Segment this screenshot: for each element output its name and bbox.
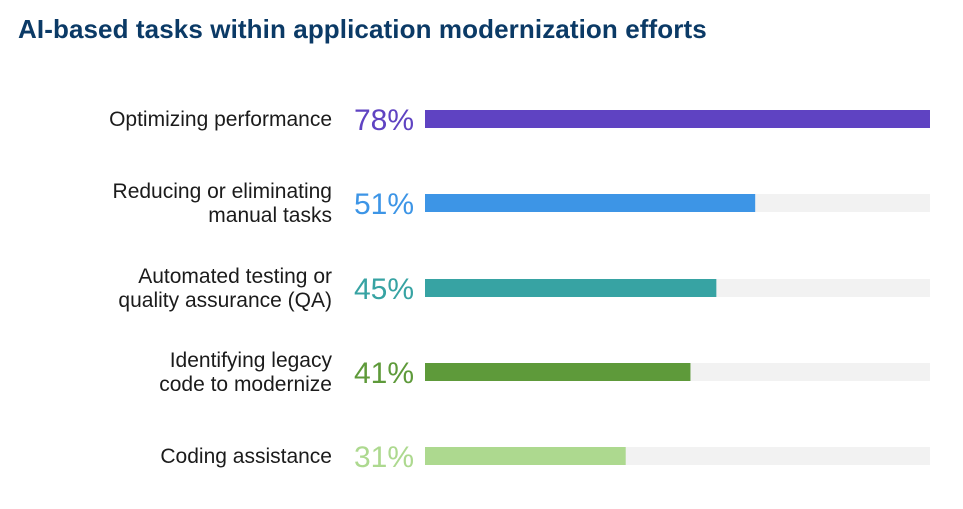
category-label: Reducing or eliminating manual tasks — [113, 180, 332, 227]
bar — [425, 447, 626, 465]
chart-title: AI-based tasks within application modern… — [18, 14, 707, 44]
category-label: Optimizing performance — [109, 108, 332, 131]
bar — [425, 279, 717, 297]
category-label: Automated testing or quality assurance (Q… — [118, 265, 332, 312]
bar — [425, 110, 930, 128]
value-label: 51% — [354, 188, 414, 221]
value-label: 45% — [354, 273, 414, 306]
bar — [425, 194, 756, 212]
category-label: Identifying legacy code to modernize — [159, 349, 332, 396]
value-label: 41% — [354, 357, 414, 390]
value-label: 78% — [354, 104, 414, 137]
category-label: Coding assistance — [160, 445, 332, 468]
bar — [425, 363, 691, 381]
value-label: 31% — [354, 441, 414, 474]
